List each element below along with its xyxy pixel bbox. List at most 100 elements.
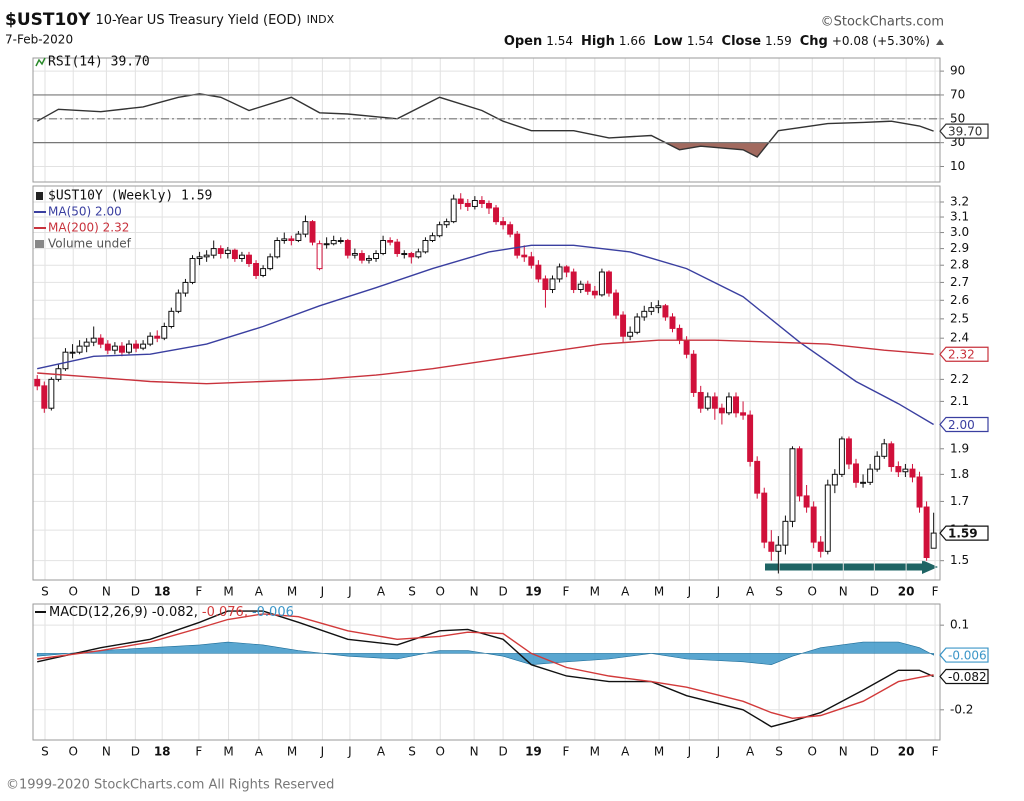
candle-body (387, 240, 394, 243)
quote-value: 1.66 (619, 34, 646, 48)
candle-body (627, 331, 634, 337)
candle-body (486, 202, 492, 209)
candle-body (366, 257, 372, 261)
x-tick-label: J (716, 745, 721, 759)
candle-body (747, 414, 754, 462)
x-tick-label: A (746, 745, 755, 759)
candle-body (817, 541, 824, 552)
candle-body (104, 343, 111, 351)
symbol: $UST10Y (5, 10, 91, 30)
x-tick-label: J (320, 585, 325, 599)
candle-body (528, 256, 535, 266)
candle-body (408, 253, 415, 258)
candle-body (683, 339, 690, 355)
x-tick-label: J (347, 585, 352, 599)
candle-body (34, 378, 41, 387)
candle-body (634, 316, 641, 333)
value-box (939, 668, 989, 685)
candle-body (493, 207, 499, 223)
candle-body (556, 266, 563, 280)
candle-body (429, 235, 436, 242)
candle-body (281, 238, 288, 242)
candle-body (740, 412, 747, 416)
candle-body (140, 343, 147, 349)
y-tick-label: 0.1 (950, 618, 969, 632)
x-tick-label: O (808, 745, 817, 759)
candle-body (733, 396, 739, 414)
chart-title: $UST10Y 10-Year US Treasury Yield (EOD) IN… (5, 10, 335, 30)
x-tick-label: O (69, 585, 78, 599)
candle-body (874, 455, 881, 470)
value-box (939, 123, 989, 139)
x-tick-label: M (590, 745, 600, 759)
x-tick-label: D (498, 745, 507, 759)
y-tick-label: 2.7 (950, 275, 969, 289)
y-tick-label: 3.0 (950, 225, 969, 239)
candle-body (789, 448, 796, 522)
series-line (37, 244, 934, 426)
quote-label: Open (504, 34, 542, 49)
value-box (939, 525, 989, 541)
candle-body (210, 248, 217, 256)
value-box (939, 416, 989, 433)
candle-body (154, 335, 161, 339)
x-tick-label: 18 (154, 585, 171, 599)
panel-frame (32, 57, 941, 183)
x-tick-label: F (932, 585, 939, 599)
candle-body (224, 249, 231, 255)
value-box-label: 2.32 (948, 348, 975, 362)
candle-body (542, 278, 549, 290)
legend-icon (35, 57, 46, 67)
quote-label: Close (722, 34, 762, 49)
candle-body (535, 264, 542, 280)
x-tick-label: A (377, 585, 386, 599)
candle-body (669, 316, 676, 329)
histogram-area (36, 641, 934, 666)
candle-body (323, 243, 330, 246)
candle-body (295, 233, 302, 242)
candle-body (422, 240, 429, 253)
value-box (939, 647, 989, 663)
candle-body (507, 224, 514, 235)
candle-body (824, 484, 831, 552)
legend-icon (35, 240, 44, 248)
legend: MACD(12,26,9) -0.082, -0.076, -0.006 (49, 605, 294, 620)
candle-body (697, 391, 704, 409)
candle-body (358, 253, 365, 261)
x-tick-label: F (562, 585, 569, 599)
candle-body (175, 292, 182, 312)
x-tick-label: D (498, 585, 507, 599)
series-line (37, 339, 934, 385)
candle-body (401, 253, 408, 256)
candle-body (288, 238, 295, 242)
candle-body (344, 240, 351, 256)
legend-label: MA(200) 2.32 (48, 221, 129, 235)
candle-body (238, 254, 245, 259)
series-line (37, 613, 934, 720)
candle-body (69, 351, 76, 354)
x-tick-label: J (320, 745, 325, 759)
x-tick-label: N (470, 745, 479, 759)
y-tick-label: 2.1 (950, 394, 969, 408)
candle-body (443, 221, 450, 226)
candle-body (450, 198, 457, 223)
candle-body (464, 202, 471, 207)
x-tick-label: D (131, 745, 140, 759)
x-tick-label: D (870, 745, 879, 759)
candle-body (97, 337, 104, 345)
candle-body (41, 385, 48, 409)
candle-body (711, 396, 718, 409)
candle-body (845, 438, 852, 465)
candle-body (514, 233, 521, 256)
y-tick-label: 3.2 (950, 194, 969, 208)
candle-body (620, 314, 627, 337)
x-tick-label: M (223, 585, 233, 599)
quote-value: 1.54 (687, 34, 714, 48)
y-tick-label: 1.9 (950, 441, 969, 455)
candle-body (457, 198, 464, 204)
exchange: INDX (307, 13, 335, 26)
candle-body (161, 325, 168, 339)
candle-body (189, 257, 196, 283)
